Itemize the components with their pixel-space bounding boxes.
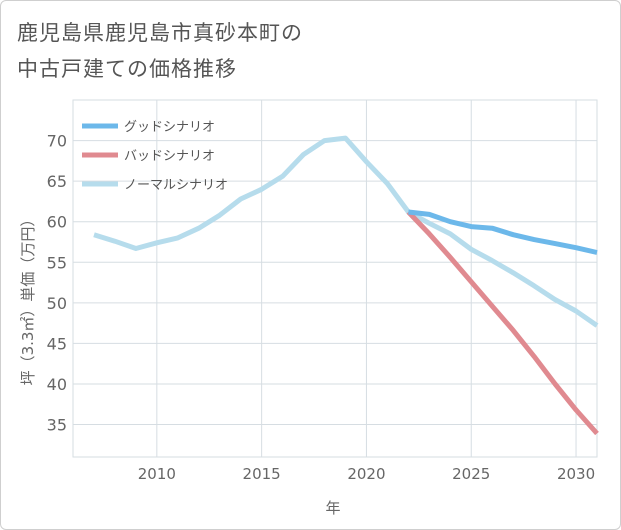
x-tick-label: 2010: [138, 465, 176, 483]
chart-title-line-1: 鹿児島県鹿児島市真砂本町の: [17, 21, 303, 45]
legend-label: グッドシナリオ: [124, 120, 215, 135]
plot-frame: [72, 99, 598, 458]
x-tick-label: 2025: [452, 465, 490, 483]
chart-title-line-2: 中古戸建ての価格推移: [17, 57, 237, 81]
x-tick-label: 2015: [243, 465, 281, 483]
y-tick-label: 35: [47, 416, 67, 435]
x-axis-title: 年: [325, 499, 340, 517]
series-line-0: [408, 209, 598, 255]
legend-label: ノーマルシナリオ: [124, 178, 228, 193]
series-line-1: [406, 210, 599, 436]
y-axis-title: 坪（3.3㎡）単価（万円）: [19, 212, 37, 386]
series-lines: [93, 135, 599, 436]
y-tick-label: 55: [47, 253, 67, 272]
y-tick-label: 70: [47, 132, 67, 151]
y-tick-label: 40: [47, 375, 67, 394]
x-tick-label: 2020: [347, 465, 385, 483]
y-tick-label: 45: [47, 334, 67, 353]
series-line-2: [93, 135, 599, 328]
chart-title: 鹿児島県鹿児島市真砂本町の 中古戸建ての価格推移: [17, 15, 303, 87]
x-tick-label: 2030: [557, 465, 595, 483]
axes: 2010 2015 2020 2025 2030 35 40 45 50 55 60 65 70 年 坪（3…: [19, 132, 595, 517]
y-tick-label: 65: [47, 172, 67, 191]
y-tick-label: 60: [47, 213, 67, 232]
legend-label: バッドシナリオ: [124, 149, 215, 164]
y-tick-label: 50: [47, 294, 67, 313]
